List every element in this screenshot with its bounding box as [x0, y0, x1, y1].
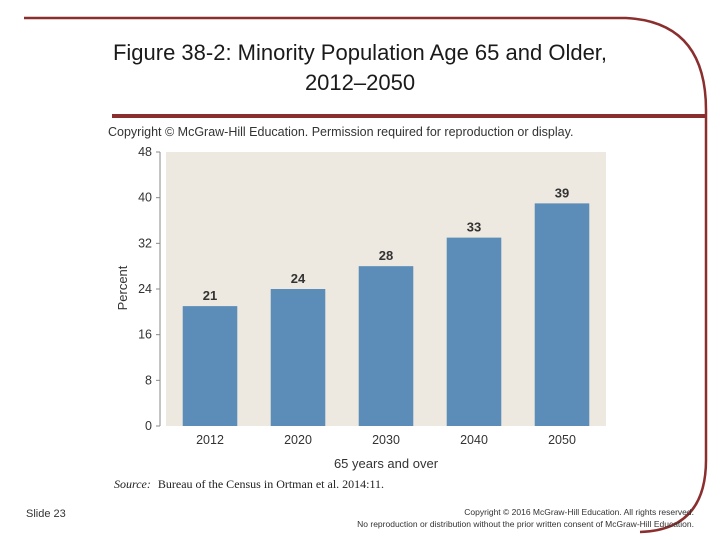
slide-number: Slide 23 — [26, 508, 66, 520]
title-line-1: Figure 38-2: Minority Population Age 65 … — [112, 40, 608, 65]
x-tick-label: 2040 — [460, 433, 488, 447]
frame-border — [24, 16, 708, 534]
source-text: Bureau of the Census in Ortman et al. 20… — [158, 477, 384, 491]
y-axis: 0 8 16 24 32 40 48 — [138, 145, 161, 433]
x-tick-label: 2050 — [548, 433, 576, 447]
x-axis-label: 65 years and over — [334, 456, 439, 471]
data-label: 24 — [291, 271, 306, 286]
bar-2030 — [358, 266, 414, 426]
bar-2012 — [182, 306, 238, 426]
x-tick-label: 2012 — [196, 433, 224, 447]
y-tick-label: 40 — [138, 191, 152, 205]
source-label: Source: — [114, 477, 151, 491]
data-label: 21 — [203, 288, 217, 303]
data-label: 28 — [379, 248, 393, 263]
bar-chart: Copyright © McGraw-Hill Education. Permi… — [108, 125, 606, 491]
copyright-line-2: No reproduction or distribution without … — [357, 519, 694, 529]
y-tick-label: 32 — [138, 236, 152, 250]
chart-source: Source: Bureau of the Census in Ortman e… — [114, 477, 384, 491]
y-tick-label: 24 — [138, 282, 152, 296]
bar-2050 — [534, 203, 590, 426]
data-label: 33 — [467, 220, 481, 235]
data-label: 39 — [555, 185, 569, 200]
y-axis-label: Percent — [115, 265, 130, 310]
x-tick-label: 2030 — [372, 433, 400, 447]
y-tick-label: 16 — [138, 328, 152, 342]
bar-group: 21 24 28 33 39 — [182, 185, 590, 426]
bar-2020 — [270, 289, 326, 426]
y-tick-label: 0 — [145, 419, 152, 433]
x-tick-label: 2020 — [284, 433, 312, 447]
title-line-2: 2012–2050 — [304, 70, 416, 95]
bar-2040 — [446, 237, 502, 426]
x-axis: 2012 2020 2030 2040 2050 — [196, 433, 576, 447]
y-tick-label: 48 — [138, 145, 152, 159]
copyright-footer: Copyright © 2016 McGraw-Hill Education. … — [234, 506, 694, 530]
y-tick-label: 8 — [145, 373, 152, 387]
copyright-line-1: Copyright © 2016 McGraw-Hill Education. … — [464, 507, 694, 517]
slide-title: Figure 38-2: Minority Population Age 65 … — [60, 38, 660, 98]
chart-notice: Copyright © McGraw-Hill Education. Permi… — [108, 125, 573, 139]
